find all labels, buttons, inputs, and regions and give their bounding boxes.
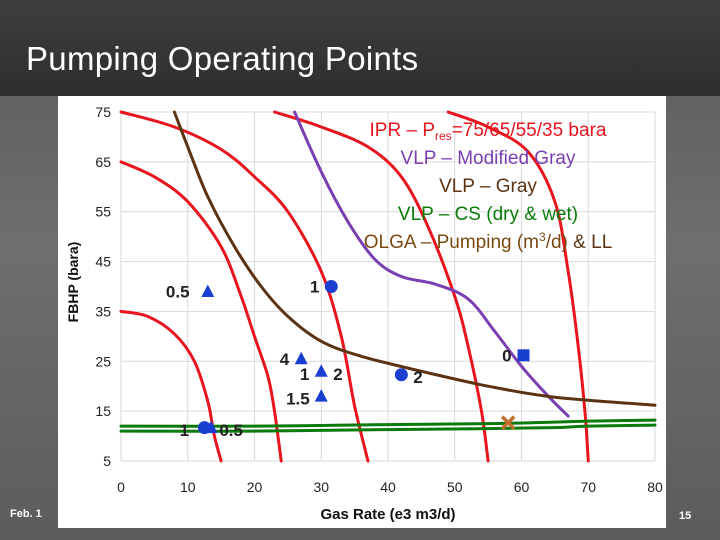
y-tick-label: 55 xyxy=(95,204,111,220)
y-tick-label: 5 xyxy=(103,453,111,469)
triangle-marker xyxy=(204,420,218,434)
legend-text-part: =75/65/55/35 bara xyxy=(452,120,607,141)
legend-text-part: /d) xyxy=(546,232,568,253)
legend-text-part: OLGA – Pumping (m xyxy=(364,232,539,253)
curve-ipr xyxy=(119,110,370,463)
y-axis-label: FBHP (bara) xyxy=(65,242,81,323)
x-tick-label: 50 xyxy=(447,479,463,495)
square-marker xyxy=(517,349,530,362)
y-tick-label: 15 xyxy=(95,403,111,419)
y-tick-labels: 75 65 55 45 35 25 15 5 xyxy=(95,104,111,469)
x-tick-label: 30 xyxy=(313,479,329,495)
legend: IPR – Pres=75/65/55/35 bara VLP – Modifie… xyxy=(364,120,613,253)
y-tick-label: 45 xyxy=(95,254,111,270)
circle-marker xyxy=(324,280,338,293)
x-tick-label: 40 xyxy=(380,479,396,495)
marker-label: 1 xyxy=(180,421,189,440)
x-marker xyxy=(500,415,516,430)
triangle-marker xyxy=(314,389,328,402)
curve-ipr xyxy=(446,110,590,463)
curve-vlp-cs xyxy=(119,423,657,433)
legend-text-part: 3 xyxy=(539,230,546,244)
triangle-marker xyxy=(294,351,308,365)
curve-vlp-cs xyxy=(119,418,657,428)
legend-entry-vlp-modified-gray: VLP – Modified Gray xyxy=(401,148,576,169)
slide-title-bar: Pumping Operating Points xyxy=(0,0,720,96)
legend-text-part: res xyxy=(435,129,452,143)
curve-vlp-gray xyxy=(172,110,657,407)
x-tick-label: 70 xyxy=(580,479,596,495)
legend-entry-ipr: IPR – Pres=75/65/55/35 bara xyxy=(370,120,607,143)
triangle-marker xyxy=(201,284,215,297)
x-tick-label: 80 xyxy=(647,479,663,495)
legend-entry-vlp-cs: VLP – CS (dry & wet) xyxy=(398,204,578,225)
curves xyxy=(119,110,657,463)
x-tick-labels: 0 10 20 30 40 50 60 70 80 xyxy=(117,479,663,495)
legend-text-part: & LL xyxy=(568,232,612,253)
curve-vlp-modified-gray xyxy=(293,110,570,418)
marker-label: 2 xyxy=(333,365,342,384)
y-tick-label: 65 xyxy=(95,154,111,170)
legend-entry-vlp-gray: VLP – Gray xyxy=(439,176,537,197)
legend-entry-olga: OLGA – Pumping (m3/d) & LL xyxy=(364,230,613,253)
y-tick-label: 35 xyxy=(95,303,111,319)
marker-label: 1 xyxy=(300,365,309,384)
curve-ipr xyxy=(119,309,223,463)
slide-title: Pumping Operating Points xyxy=(26,40,419,77)
x-tick-label: 0 xyxy=(117,479,125,495)
marker-label: 0.5 xyxy=(219,421,243,440)
marker-label: 1 xyxy=(310,278,319,297)
legend-text-part: IPR – P xyxy=(370,120,435,141)
x-axis-label: Gas Rate (e3 m3/d) xyxy=(320,506,455,523)
x-tick-label: 20 xyxy=(247,479,263,495)
y-tick-label: 25 xyxy=(95,353,111,369)
curve-ipr xyxy=(119,160,283,463)
y-tick-label: 75 xyxy=(95,104,111,120)
x-tick-label: 60 xyxy=(514,479,530,495)
x-tick-label: 10 xyxy=(180,479,196,495)
circle-marker xyxy=(394,368,408,382)
footer-date: Feb. 1 xyxy=(10,508,42,520)
chart-background xyxy=(58,96,666,528)
marker-label: 4 xyxy=(280,350,290,369)
marker-label: 0 xyxy=(502,346,511,365)
curve-ipr xyxy=(273,110,490,463)
marker-label: 2 xyxy=(413,368,422,387)
marker-label: 1.5 xyxy=(286,390,310,409)
page-number: 15 xyxy=(679,510,692,522)
triangle-marker xyxy=(314,364,328,377)
marker-label: 0.5 xyxy=(166,282,190,301)
